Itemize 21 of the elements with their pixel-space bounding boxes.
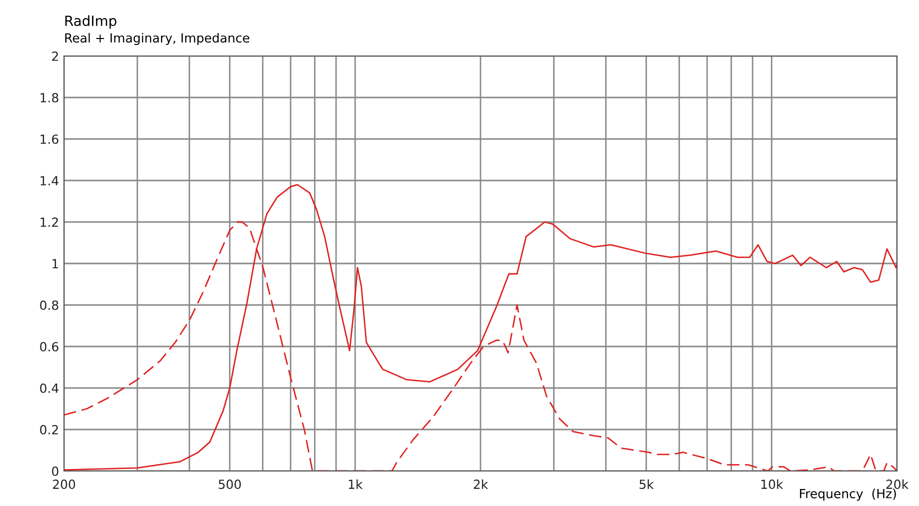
y-tick-label: 1.8 — [40, 92, 58, 102]
x-tick-label: 5k — [640, 479, 654, 490]
y-tick-label: 1.6 — [40, 134, 58, 144]
chart-subtitle: Real + Imaginary, Impedance — [65, 32, 250, 46]
y-tick-label: 0.8 — [40, 300, 58, 310]
y-tick-label: 2 — [52, 51, 58, 61]
x-tick-label: 200 — [52, 480, 76, 490]
chart-title: RadImp — [65, 15, 116, 29]
x-tick-label: 10k — [761, 479, 784, 490]
y-tick-label: 0.4 — [40, 383, 58, 393]
y-tick-label: 1.2 — [40, 217, 58, 227]
y-tick-label: 1.4 — [40, 176, 58, 186]
x-tick-label: 2k — [474, 479, 488, 489]
x-axis-title: Frequency (Hz) — [800, 488, 896, 501]
x-tick-label: 500 — [218, 480, 241, 490]
y-tick-label: 0.6 — [40, 342, 58, 352]
x-tick-label: 1k — [348, 479, 363, 489]
y-tick-label: 0 — [52, 466, 58, 476]
y-tick-label: 0.2 — [40, 424, 58, 434]
x-tick-label: 20k — [886, 479, 909, 490]
y-tick-label: 1 — [52, 259, 58, 268]
